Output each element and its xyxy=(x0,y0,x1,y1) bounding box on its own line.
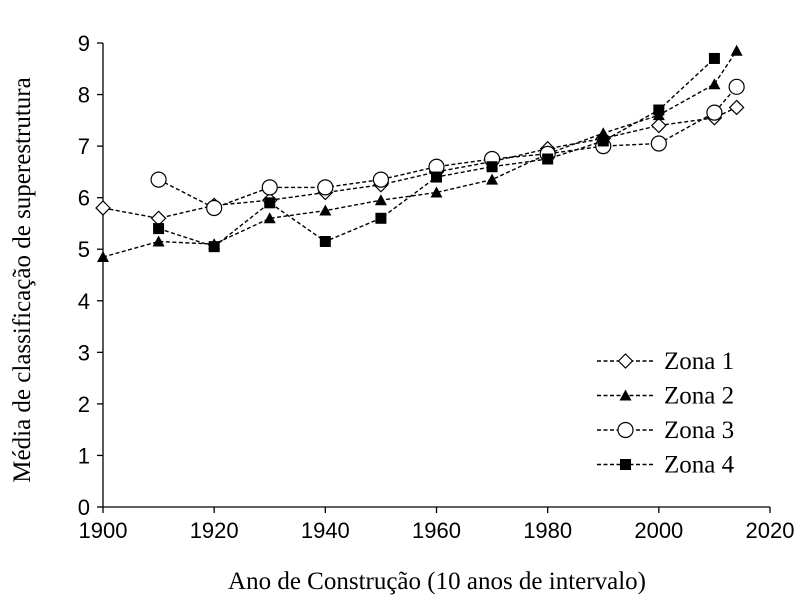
legend-marker xyxy=(617,353,634,369)
x-tick-label: 1960 xyxy=(412,518,461,543)
data-point xyxy=(206,199,223,217)
data-point xyxy=(97,250,109,262)
legend-label: Zona 4 xyxy=(664,452,735,479)
data-point xyxy=(486,173,499,185)
x-tick-label: 2020 xyxy=(746,518,795,543)
series-layer xyxy=(95,44,745,262)
data-point xyxy=(431,171,442,183)
data-point xyxy=(319,235,331,247)
data-point xyxy=(650,117,667,134)
legend-item: Zona 2 xyxy=(597,383,734,410)
legend-marker xyxy=(619,389,632,401)
y-tick-label: 2 xyxy=(78,392,90,417)
data-point xyxy=(319,204,332,216)
data-point xyxy=(150,171,167,188)
series-3 xyxy=(150,78,745,217)
data-point xyxy=(430,186,443,198)
data-point xyxy=(708,78,721,90)
y-tick-label: 7 xyxy=(78,134,90,159)
data-point xyxy=(486,161,498,173)
data-point xyxy=(95,200,111,216)
x-tick-label: 1920 xyxy=(190,518,239,543)
series-4 xyxy=(153,52,720,253)
y-tick-label: 5 xyxy=(78,237,90,262)
y-tick-label: 8 xyxy=(78,83,90,108)
data-point xyxy=(653,104,665,116)
data-point xyxy=(542,153,554,165)
data-point xyxy=(728,78,745,95)
y-axis-ticks: 0 1 2 3 4 5 6 7 8 9 xyxy=(78,31,103,520)
x-axis-ticks: 1900 1920 1940 1960 1980 2000 2020 xyxy=(79,507,795,543)
legend: Zona 1 Zona 2 Zona 3 Zona 4 xyxy=(597,348,735,479)
series-line xyxy=(158,86,738,209)
data-point xyxy=(730,44,743,56)
legend-label: Zona 3 xyxy=(664,417,734,444)
data-point xyxy=(264,197,276,209)
data-point xyxy=(372,171,390,188)
x-tick-label: 2000 xyxy=(634,518,683,543)
data-point xyxy=(152,235,165,247)
data-point xyxy=(261,179,278,196)
legend-item: Zona 1 xyxy=(597,348,734,375)
y-tick-label: 1 xyxy=(78,443,90,468)
data-point xyxy=(374,194,387,206)
data-point xyxy=(263,212,276,224)
series-line xyxy=(102,50,738,258)
legend-label: Zona 1 xyxy=(664,348,734,375)
y-tick-label: 6 xyxy=(78,186,90,211)
data-point xyxy=(728,99,745,116)
data-point xyxy=(153,223,165,235)
series-line xyxy=(102,106,737,220)
x-tick-label: 1980 xyxy=(523,518,572,543)
legend-label: Zona 2 xyxy=(664,383,734,410)
legend-marker xyxy=(620,459,631,470)
data-point xyxy=(317,179,334,196)
y-tick-label: 9 xyxy=(78,31,90,56)
data-point xyxy=(375,212,387,224)
legend-item: Zona 3 xyxy=(597,417,734,444)
y-tick-label: 0 xyxy=(78,495,90,520)
legend-item: Zona 4 xyxy=(597,452,735,479)
data-point xyxy=(597,135,609,147)
x-tick-label: 1940 xyxy=(301,518,350,543)
y-tick-label: 4 xyxy=(78,289,90,314)
data-point xyxy=(650,135,667,152)
series-line xyxy=(158,57,715,248)
data-point xyxy=(706,104,723,121)
legend-marker xyxy=(617,421,634,439)
x-tick-label: 1900 xyxy=(79,518,128,543)
data-point xyxy=(208,241,220,253)
x-axis-title: Ano de Construção (10 anos de intervalo) xyxy=(228,568,646,595)
y-axis-title: Média de classificação de superestrutura xyxy=(9,77,36,482)
data-point xyxy=(708,52,720,64)
series-2 xyxy=(97,44,743,262)
y-tick-label: 3 xyxy=(78,340,90,365)
